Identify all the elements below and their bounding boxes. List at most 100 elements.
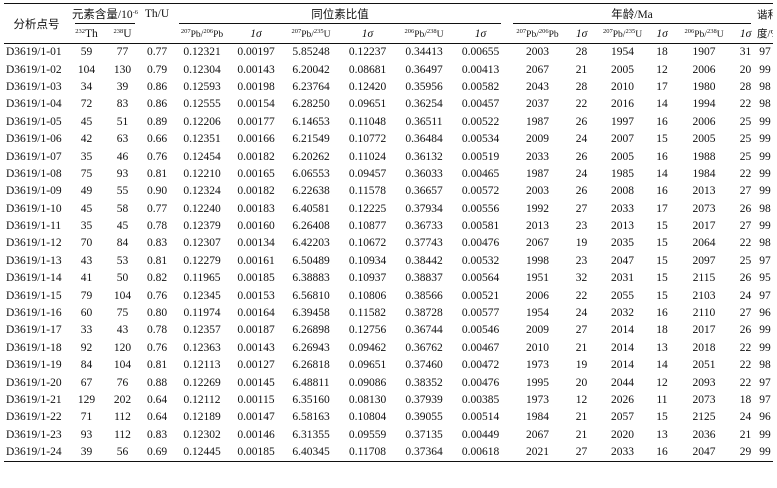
cell-pb207-u235: 6.26943 xyxy=(292,341,330,354)
cell-age-207-235: 2020 xyxy=(611,428,635,441)
cell-th232: 49 xyxy=(80,185,93,198)
cell-point-id: D3619/1-02 xyxy=(6,63,62,76)
cell-age-207-235-sigma: 12 xyxy=(656,63,668,76)
table-row: D3619/1-11 35 45 0.78 0.12379 0.00160 6.26408 0… xyxy=(4,218,773,235)
cell-age-207-235: 1985 xyxy=(611,167,635,180)
cell-pb206-u238-sigma: 0.00449 xyxy=(461,428,500,441)
r1-end: Pb xyxy=(213,29,224,40)
r1-sigma-label: 1σ xyxy=(250,27,262,40)
cell-pb207-pb206-sigma: 0.00147 xyxy=(237,411,275,424)
cell-pb206-u238: 0.36497 xyxy=(405,63,443,76)
cell-pb207-pb206-sigma: 0.00166 xyxy=(237,133,275,146)
cell-u238: 104 xyxy=(113,289,132,302)
cell-pb206-u238-sigma: 0.00467 xyxy=(461,341,500,354)
cell-age-207-235: 1997 xyxy=(611,115,635,128)
cell-pb207-u235-sigma: 0.10806 xyxy=(348,289,387,302)
cell-age-206-238: 2097 xyxy=(692,254,716,267)
cell-th232: 75 xyxy=(80,167,93,180)
cell-pb206-u238-sigma: 0.00581 xyxy=(461,220,500,233)
header-a2: 207Pb/235U xyxy=(595,24,651,44)
cell-pb207-pb206: 0.12363 xyxy=(183,341,221,354)
cell-th232: 43 xyxy=(80,254,93,267)
cell-age-206-238: 2017 xyxy=(692,220,716,233)
cell-th232: 79 xyxy=(80,289,93,302)
cell-point-id: D3619/1-03 xyxy=(6,80,62,93)
u238-label: U xyxy=(123,27,132,40)
header-r3-sigma: 1σ xyxy=(454,24,508,44)
r3-sup1: 206 xyxy=(404,27,415,35)
cell-pb207-u235-sigma: 0.09457 xyxy=(348,167,387,180)
header-ratios: 同位素比值 xyxy=(173,3,508,24)
cell-concordance: 99 xyxy=(759,150,771,163)
cell-pb207-u235: 6.31355 xyxy=(292,428,330,441)
cell-age-206-238-sigma: 28 xyxy=(739,80,752,93)
cell-pb207-u235: 6.26408 xyxy=(292,220,330,233)
cell-age-207-235-sigma: 15 xyxy=(656,237,668,250)
cell-age-206-238: 2006 xyxy=(692,63,716,76)
cell-u238: 202 xyxy=(113,394,132,406)
cell-age-206-238: 2125 xyxy=(692,411,716,424)
a1-sup1: 207 xyxy=(516,27,527,35)
cell-th-u: 0.81 xyxy=(146,254,168,267)
cell-u238: 39 xyxy=(116,80,129,93)
a3-sup2: 238 xyxy=(706,27,717,35)
cell-age-206-238: 2018 xyxy=(692,341,716,354)
cell-pb207-u235-sigma: 0.11582 xyxy=(349,307,386,320)
cell-pb207-pb206: 0.12321 xyxy=(183,46,221,59)
cell-th-u: 0.76 xyxy=(146,341,168,354)
header-content-sup: -6 xyxy=(132,9,139,16)
cell-age-207-206-sigma: 26 xyxy=(575,115,588,128)
cell-age-206-238: 2017 xyxy=(692,324,716,337)
cell-age-207-235: 2031 xyxy=(611,272,635,285)
cell-pb207-u235-sigma: 0.10934 xyxy=(348,254,387,267)
cell-age-206-238-sigma: 24 xyxy=(739,289,752,302)
cell-age-206-238-sigma: 26 xyxy=(739,202,752,215)
a2-sigma-label: 1σ xyxy=(656,27,668,40)
table-row: D3619/1-24 39 56 0.69 0.12445 0.00185 6.40345 0… xyxy=(4,443,774,463)
cell-pb207-u235: 6.28250 xyxy=(292,98,330,111)
cell-th232: 42 xyxy=(80,133,93,146)
cell-pb206-u238: 0.36033 xyxy=(405,167,443,180)
header-a2-sigma: 1σ xyxy=(650,24,675,44)
cell-th-u: 0.78 xyxy=(146,324,168,337)
table-row: D3619/1-05 45 51 0.89 0.12206 0.00177 6.14653 0… xyxy=(4,114,773,131)
cell-concordance: 98 xyxy=(759,237,771,250)
cell-age-206-238-sigma: 22 xyxy=(739,359,752,372)
cell-th-u: 0.80 xyxy=(146,307,168,320)
cell-concordance: 95 xyxy=(759,272,771,285)
table-row: D3619/1-16 60 75 0.80 0.11974 0.00164 6.39458 0… xyxy=(4,305,773,322)
cell-point-id: D3619/1-08 xyxy=(6,167,62,180)
cell-age-207-206-sigma: 22 xyxy=(575,98,588,111)
cell-pb206-u238-sigma: 0.00618 xyxy=(454,443,508,463)
cell-pb207-pb206: 0.11965 xyxy=(183,272,221,285)
cell-age-207-235: 2032 xyxy=(611,307,635,320)
cell-age-207-235: 2008 xyxy=(611,185,635,198)
cell-pb207-pb206: 0.12240 xyxy=(183,202,221,215)
header-r2: 207Pb/235U xyxy=(281,24,341,44)
cell-th-u: 0.76 xyxy=(146,289,168,302)
cell-age-206-238-sigma: 22 xyxy=(739,167,752,180)
cell-pb207-u235-sigma: 0.11578 xyxy=(349,185,386,198)
r2-sup1: 207 xyxy=(291,27,302,35)
cell-age-207-235: 2035 xyxy=(611,237,635,250)
cell-pb207-pb206: 0.12279 xyxy=(183,254,221,267)
cell-pb207-pb206: 0.12454 xyxy=(183,150,221,163)
cell-age-206-238-sigma: 29 xyxy=(734,443,758,463)
cell-age-207-235: 2033 xyxy=(595,443,651,463)
th232-label: Th xyxy=(84,27,98,40)
cell-age-207-206: 2003 xyxy=(526,46,550,59)
cell-age-206-238-sigma: 20 xyxy=(739,63,752,76)
cell-age-207-206: 1987 xyxy=(526,167,550,180)
cell-concordance: 99 xyxy=(759,167,771,180)
cell-age-207-235-sigma: 15 xyxy=(656,133,668,146)
cell-u238: 53 xyxy=(116,254,129,267)
header-r1-sigma: 1σ xyxy=(231,24,281,44)
cell-pb206-u238: 0.36733 xyxy=(405,220,443,233)
cell-concordance: 99 xyxy=(757,443,774,463)
cell-point-id: D3619/1-18 xyxy=(6,341,62,354)
cell-th232: 33 xyxy=(80,324,93,337)
cell-age-206-238: 2115 xyxy=(692,272,716,285)
cell-pb207-u235-sigma: 0.10772 xyxy=(348,133,387,146)
cell-point-id: D3619/1-19 xyxy=(6,359,62,372)
cell-u238: 104 xyxy=(113,359,132,372)
